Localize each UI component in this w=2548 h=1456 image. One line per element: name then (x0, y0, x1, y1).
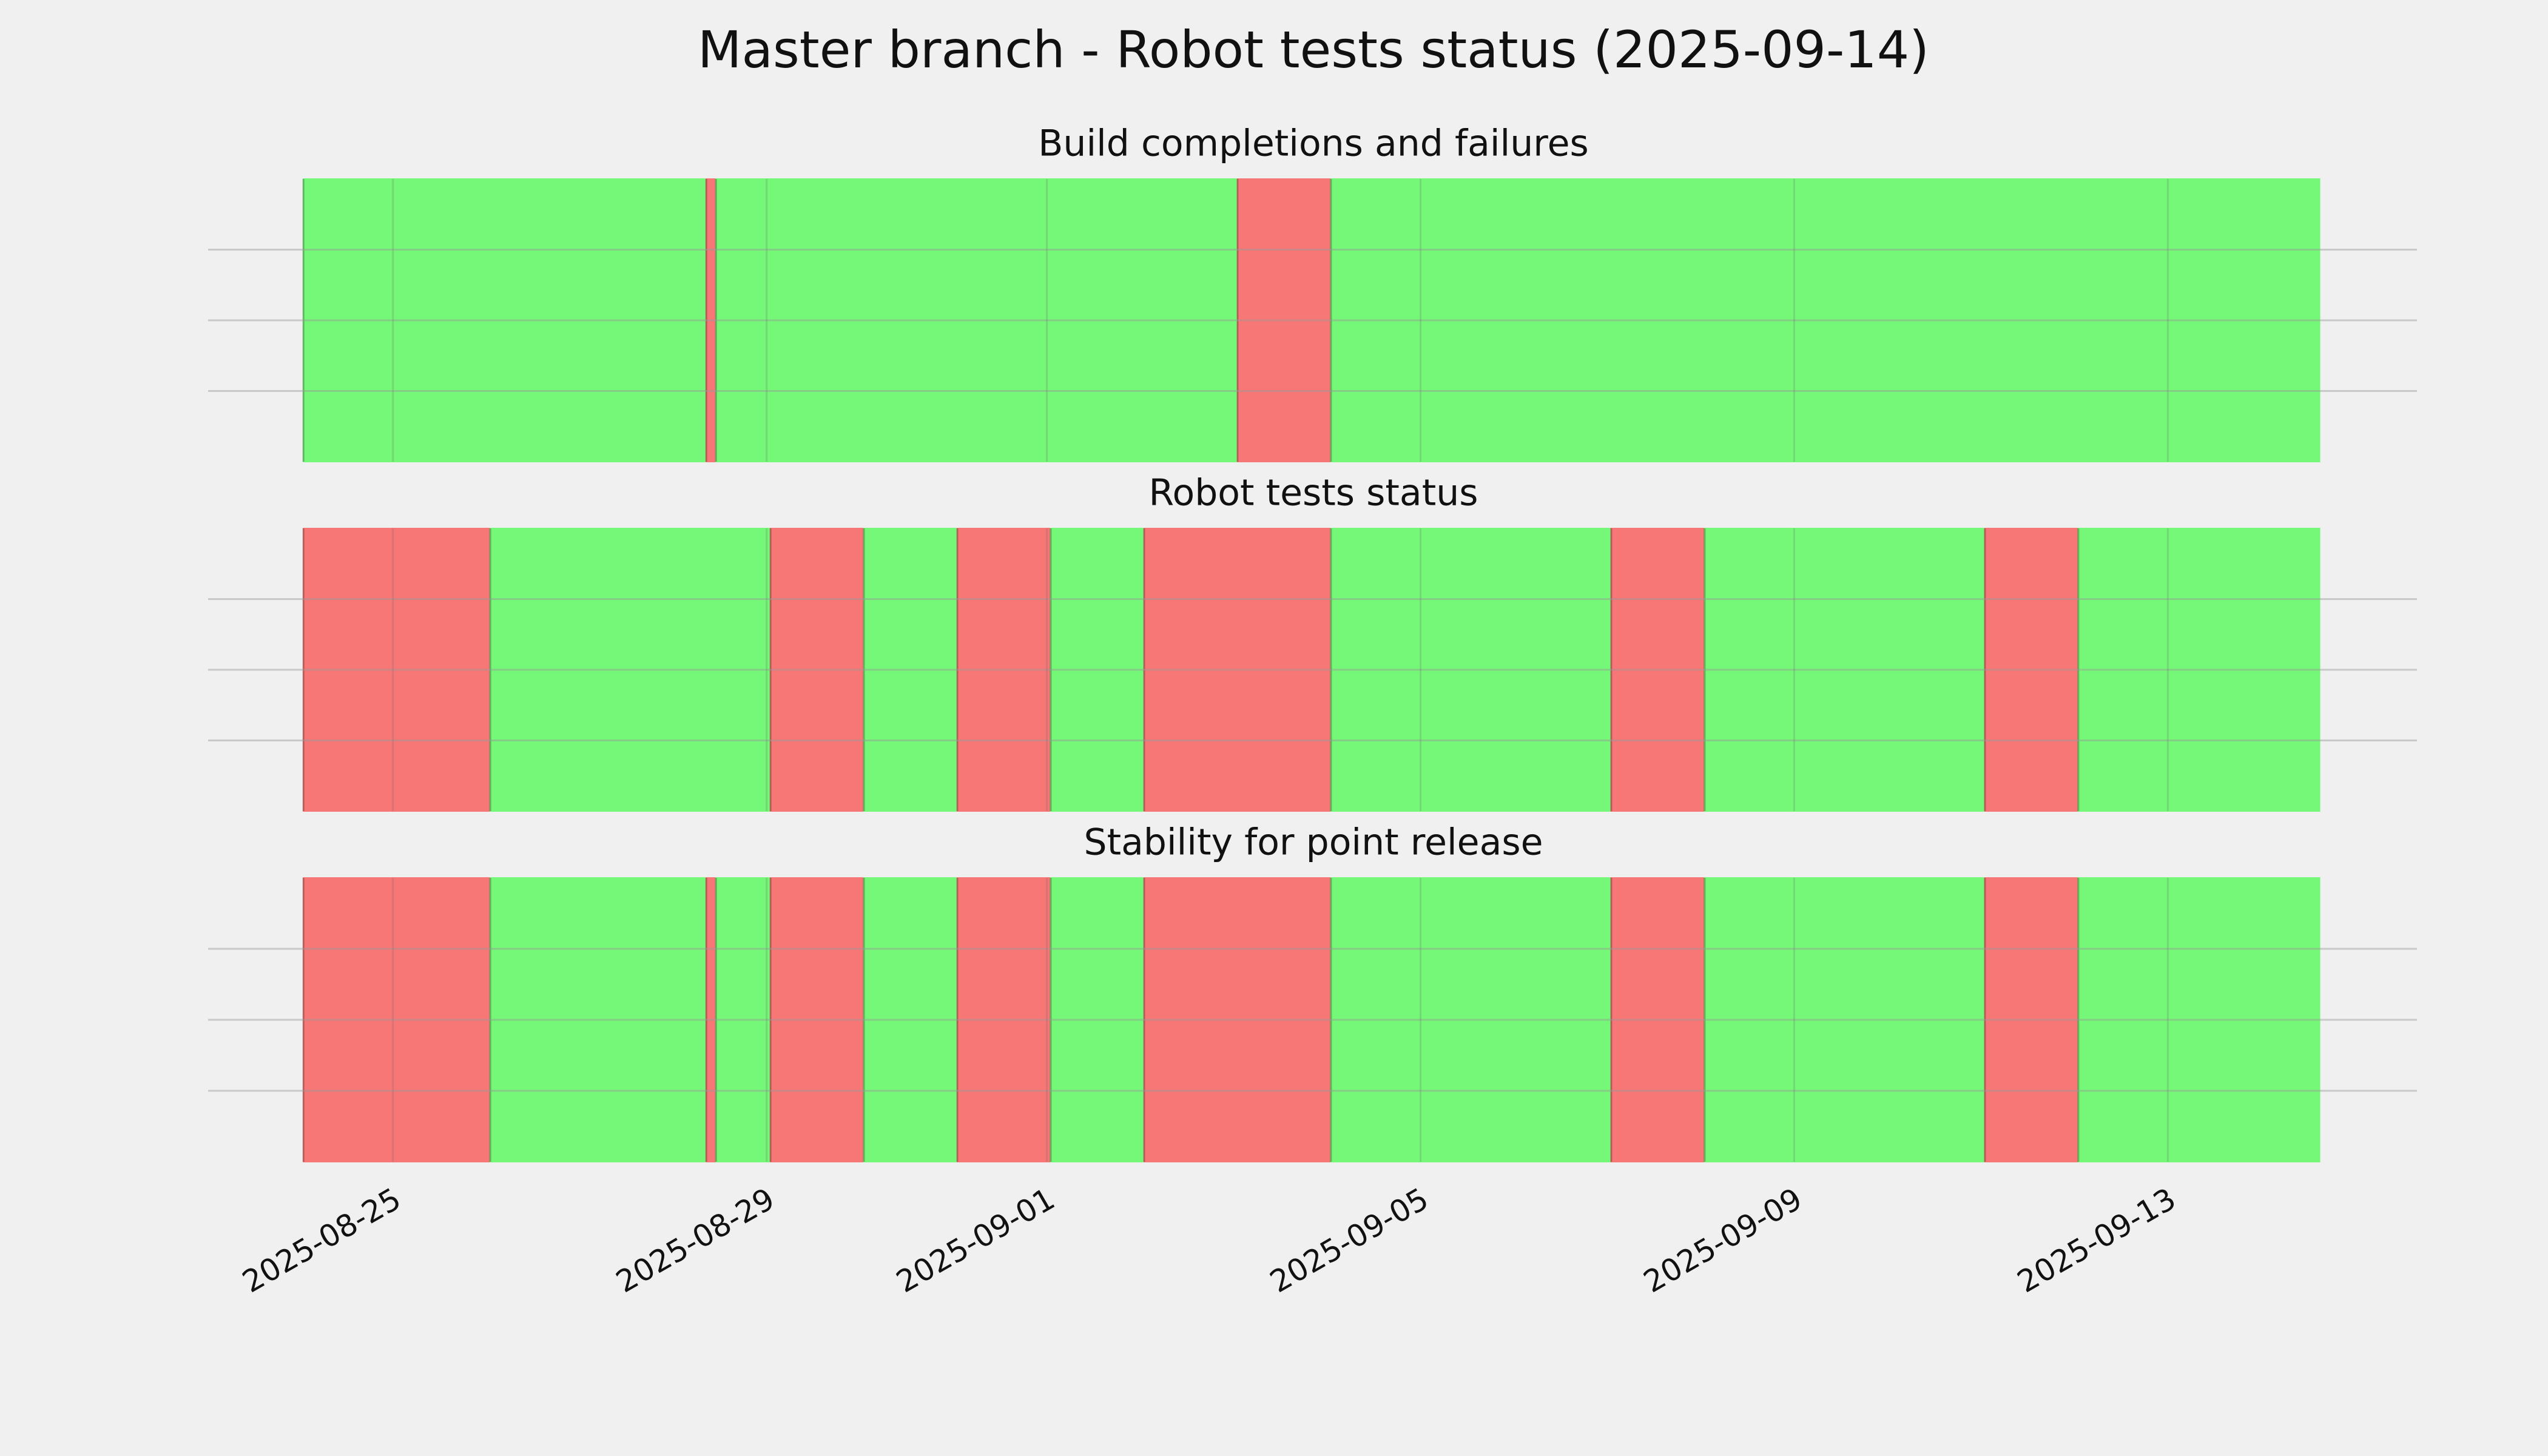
status-segment (1330, 877, 1612, 1162)
status-segment (1236, 178, 1332, 462)
status-segment (1330, 178, 2320, 462)
status-segment (715, 178, 1238, 462)
status-segment (863, 877, 959, 1162)
status-segment (1330, 528, 1612, 812)
status-segment (1050, 528, 1145, 812)
status-segment (957, 528, 1052, 812)
panel-title: Build completions and failures (1038, 123, 1589, 165)
status-segment (490, 528, 772, 812)
status-segment (2077, 877, 2320, 1162)
status-segment (1610, 877, 1705, 1162)
status-segment (303, 877, 491, 1162)
status-segment (863, 528, 959, 812)
status-segment (1984, 877, 2079, 1162)
status-segment (1144, 528, 1332, 812)
status-segment (1704, 877, 1986, 1162)
status-segment (770, 528, 865, 812)
status-segment (715, 877, 772, 1162)
panel-title: Stability for point release (1084, 821, 1543, 864)
status-segment (1050, 877, 1145, 1162)
status-segment (1144, 877, 1332, 1162)
panel-title: Robot tests status (1148, 472, 1478, 514)
status-segment (303, 528, 491, 812)
status-segment (1704, 528, 1986, 812)
status-segment (1984, 528, 2079, 812)
chart-title: Master branch - Robot tests status (2025… (698, 20, 1929, 79)
status-segment (2077, 528, 2320, 812)
status-segment (957, 877, 1052, 1162)
status-segment (303, 178, 707, 462)
